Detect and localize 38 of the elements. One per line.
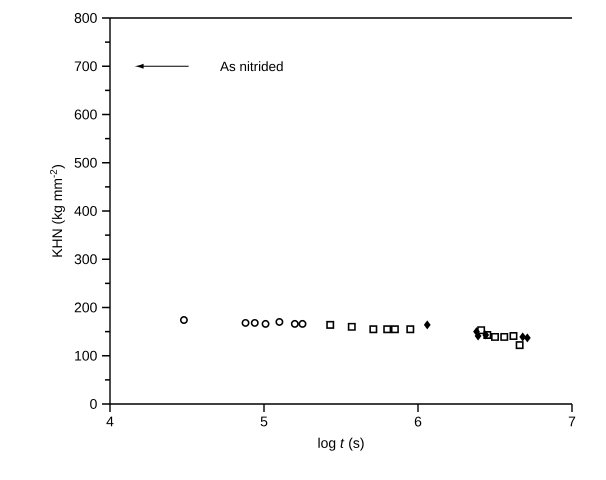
point — [383, 325, 392, 334]
y-tick-label: 800 — [74, 13, 97, 23]
x-tick-label: 5 — [260, 416, 268, 426]
point — [500, 332, 508, 341]
point — [275, 318, 284, 326]
point — [262, 320, 270, 328]
point — [482, 331, 489, 339]
point — [516, 341, 524, 350]
x-tick-label: 4 — [106, 416, 114, 426]
y-tick-label: 500 — [74, 158, 97, 168]
point — [509, 332, 518, 340]
point — [290, 320, 299, 328]
y-tick-label: 700 — [74, 61, 97, 72]
y-tick-label: 300 — [74, 254, 97, 264]
point — [390, 325, 399, 334]
x-axis-title: log t (s) — [318, 438, 364, 451]
point — [298, 320, 306, 328]
y-tick-label: 200 — [74, 302, 97, 312]
point — [491, 332, 499, 341]
point — [474, 332, 482, 340]
annotation: As nitrided — [220, 61, 283, 72]
point — [180, 316, 188, 324]
y-axis-title: KHN (kg mm$^{-2}$) — [50, 165, 65, 257]
y-tick-label: 0 — [90, 399, 97, 409]
point — [520, 332, 526, 341]
point — [369, 325, 378, 334]
point — [348, 322, 356, 331]
point — [242, 318, 250, 327]
y-tick-label: 600 — [74, 110, 97, 120]
x-tick-label: 7 — [568, 416, 576, 426]
y-tick-label: 400 — [74, 206, 97, 216]
x-tick-label: 6 — [414, 416, 422, 427]
point — [326, 320, 334, 329]
point — [424, 320, 430, 329]
point — [524, 334, 531, 342]
point — [250, 318, 259, 327]
point — [406, 325, 414, 334]
y-tick-label: 100 — [75, 350, 97, 361]
